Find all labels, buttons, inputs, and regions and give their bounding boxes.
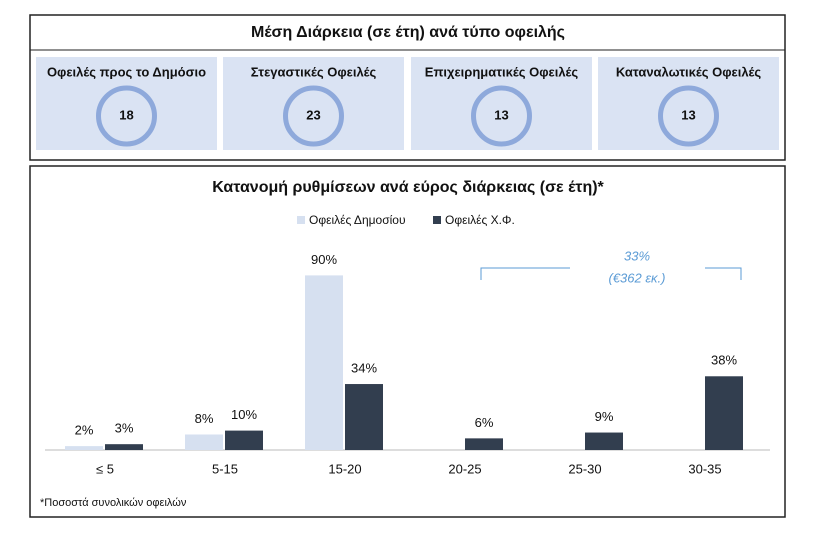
annotation-bracket [480, 267, 742, 280]
chart-title: Κατανομή ρυθμίσεων ανά εύρος διάρκειας (… [212, 179, 604, 196]
bar [305, 275, 343, 450]
card-ring [283, 85, 344, 147]
value-label: 3% [115, 421, 134, 436]
bar [465, 438, 503, 450]
value-label: 9% [595, 409, 614, 424]
bar [105, 444, 143, 450]
card [598, 57, 779, 150]
legend-swatch [297, 216, 305, 224]
bar [705, 376, 743, 450]
card-ring [96, 85, 157, 147]
bar [585, 432, 623, 450]
value-label: 34% [351, 360, 377, 375]
bar [345, 384, 383, 450]
summary-title: Μέση Διάρκεια (σε έτη) ανά τύπο οφειλής [251, 24, 565, 41]
card [36, 57, 217, 150]
annotation: (€362 εκ.) [608, 270, 665, 285]
bar [185, 434, 223, 450]
x-tick-label: 5-15 [212, 461, 238, 476]
bar [225, 430, 263, 450]
x-tick-label: 20-25 [448, 461, 481, 476]
value-label: 90% [311, 252, 337, 267]
x-tick-label: 15-20 [328, 461, 361, 476]
bar [65, 446, 103, 450]
chart-panel [29, 165, 786, 518]
x-tick-label: 30-35 [688, 461, 721, 476]
card-ring [471, 85, 532, 147]
card [223, 57, 404, 150]
x-tick-label: ≤ 5 [96, 461, 114, 476]
value-label: 2% [75, 423, 94, 438]
card-value: 13 [681, 107, 695, 122]
footnote: *Ποσοστά συνολικών οφειλών [40, 497, 187, 509]
x-tick-label: 25-30 [568, 461, 601, 476]
legend-label: Οφειλές Χ.Φ. [445, 213, 515, 227]
legend-label: Οφειλές Δημοσίου [309, 213, 406, 227]
card-label: Καταναλωτικές Οφειλές [616, 64, 762, 79]
card [411, 57, 592, 150]
card-ring [658, 85, 719, 147]
value-label: 38% [711, 353, 737, 368]
card-value: 18 [119, 107, 133, 122]
annotation: 33% [624, 248, 650, 263]
card-label: Επιχειρηματικές Οφειλές [425, 64, 579, 79]
value-label: 6% [475, 415, 494, 430]
card-value: 23 [306, 107, 320, 122]
card-label: Οφειλές προς το Δημόσιο [47, 64, 206, 79]
card-label: Στεγαστικές Οφειλές [251, 64, 377, 79]
value-label: 8% [195, 411, 214, 426]
value-label: 10% [231, 407, 257, 422]
legend-swatch [433, 216, 441, 224]
card-value: 13 [494, 107, 508, 122]
